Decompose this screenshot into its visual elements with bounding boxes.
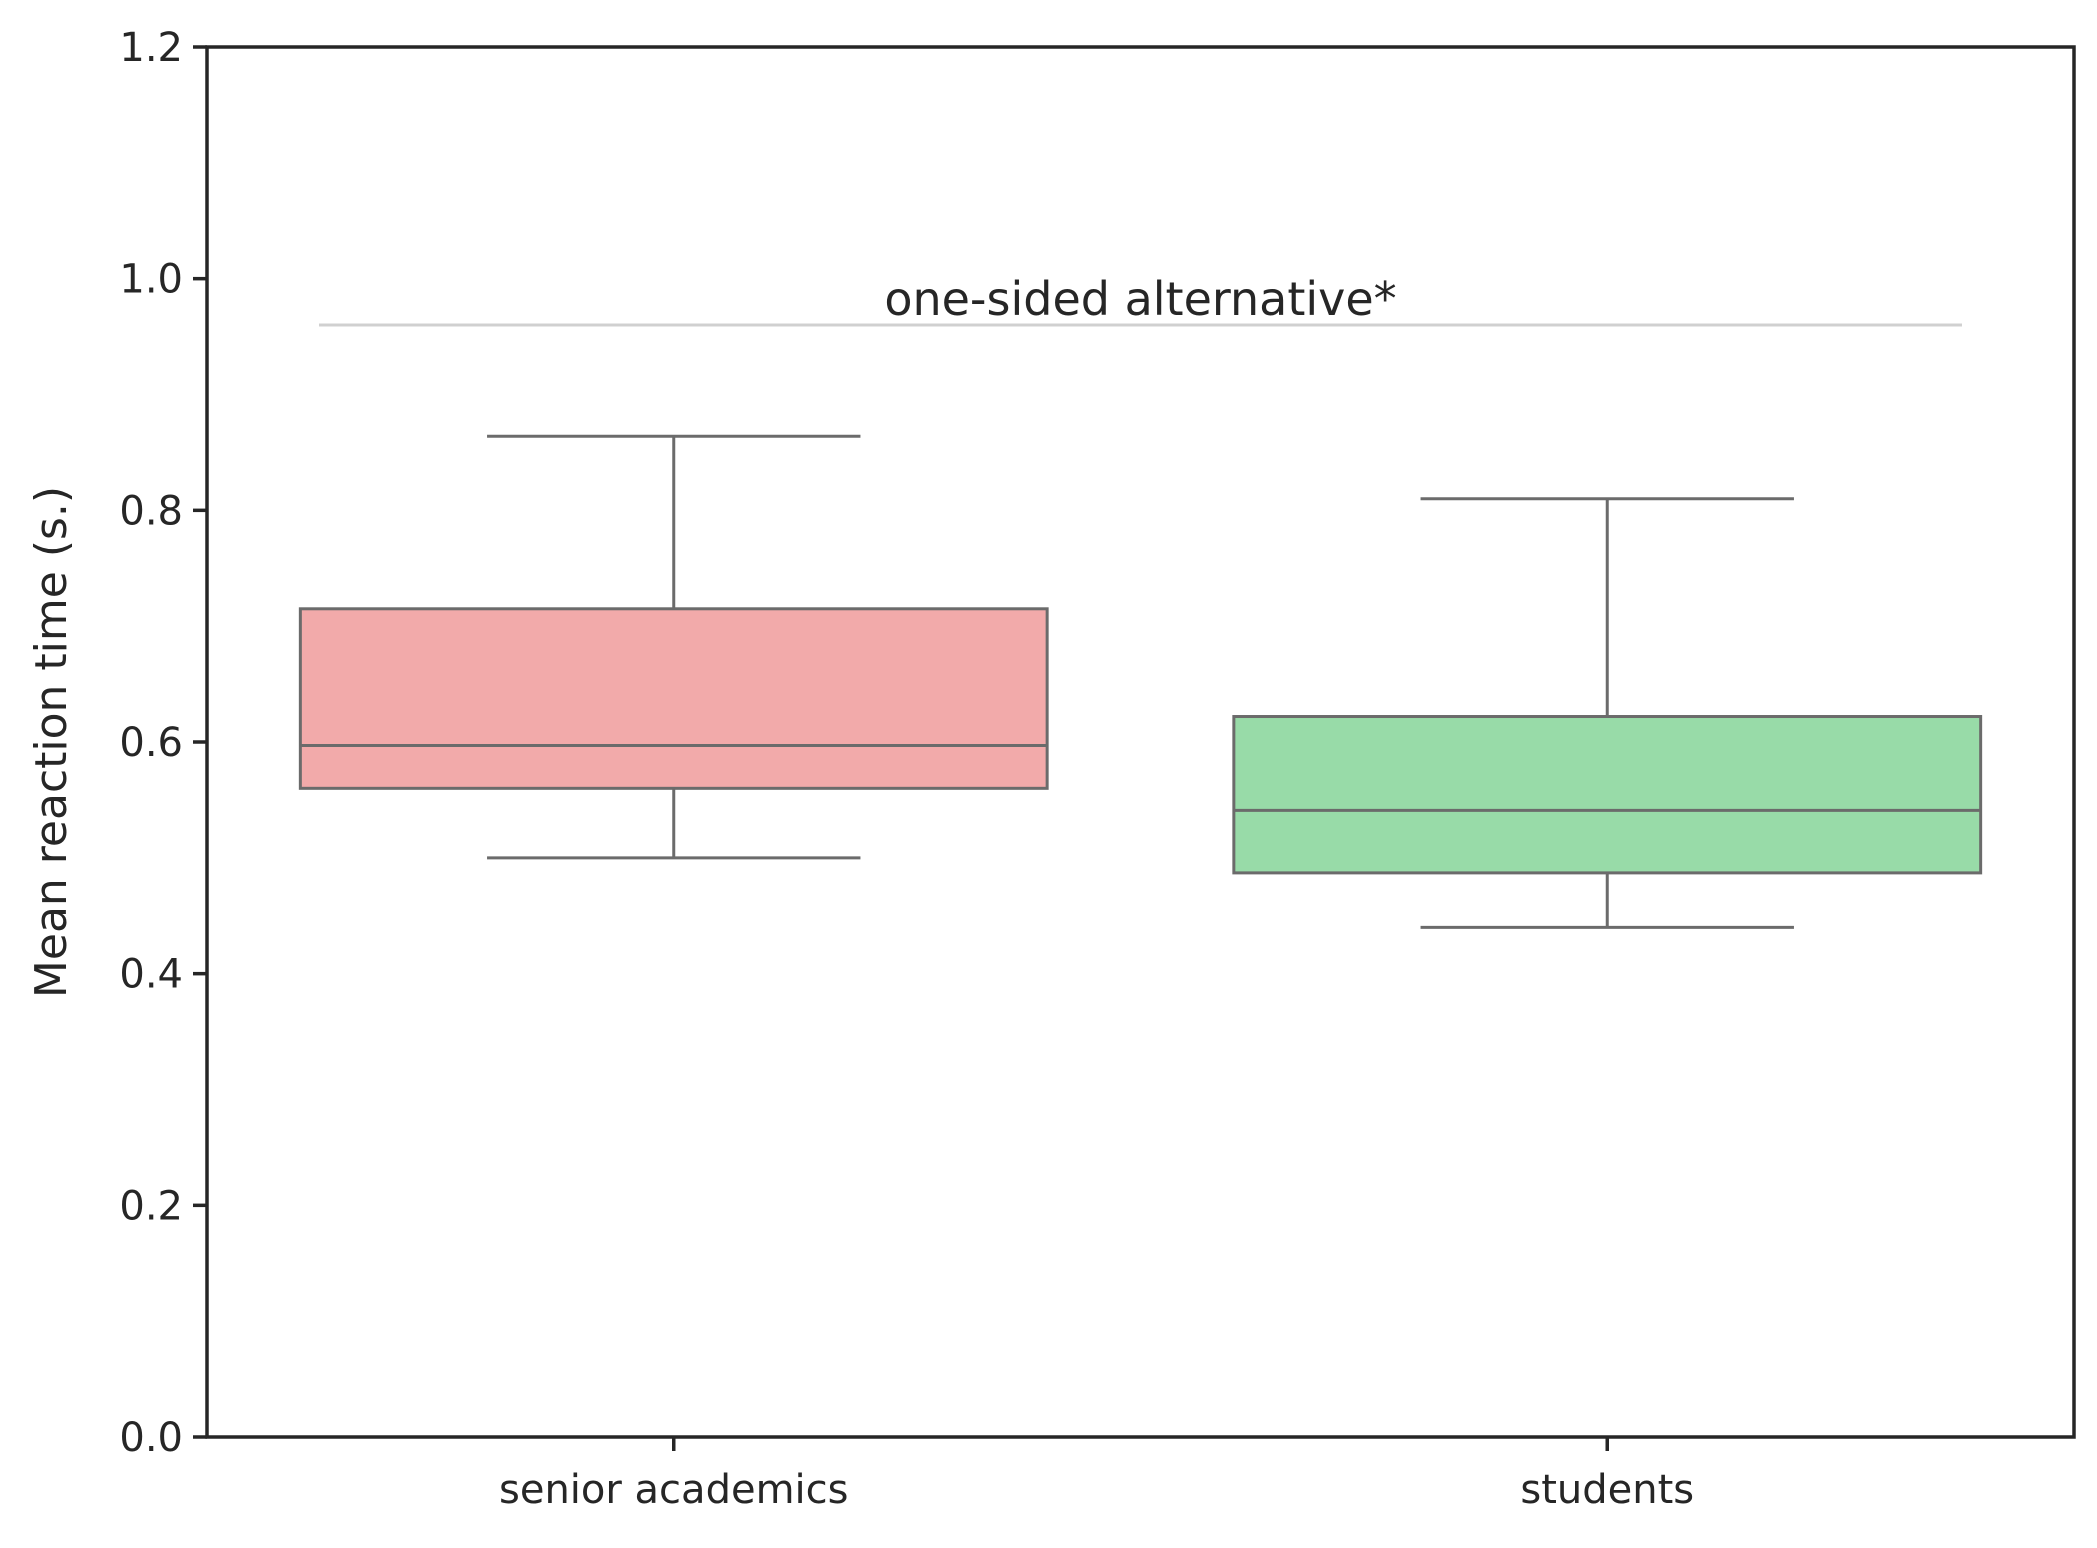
box-group xyxy=(298,434,1049,860)
box-iqr xyxy=(1232,715,1983,875)
x-tick-label: students xyxy=(1520,1467,1694,1513)
y-tick-label: 1.2 xyxy=(119,25,183,71)
y-axis: 0.0 0.2 0.4 0.6 0.8 1.0 1.2 xyxy=(119,25,207,1461)
plot-marks: one-sided alternative* xyxy=(298,272,1983,929)
y-tick-label: 0.4 xyxy=(119,952,183,998)
x-tick-label: senior academics xyxy=(499,1467,848,1513)
y-tick-label: 1.0 xyxy=(119,257,183,303)
y-tick-label: 0.0 xyxy=(119,1415,183,1461)
x-axis: senior academics students xyxy=(499,1437,1694,1513)
y-tick-label: 0.2 xyxy=(119,1183,183,1229)
y-axis-label: Mean reaction time (s.) xyxy=(26,486,77,998)
box-iqr xyxy=(298,607,1049,790)
y-tick-label: 0.6 xyxy=(119,720,183,766)
y-tick-label: 0.8 xyxy=(119,488,183,534)
significance-label: one-sided alternative* xyxy=(884,272,1396,326)
box-group xyxy=(1232,497,1983,929)
